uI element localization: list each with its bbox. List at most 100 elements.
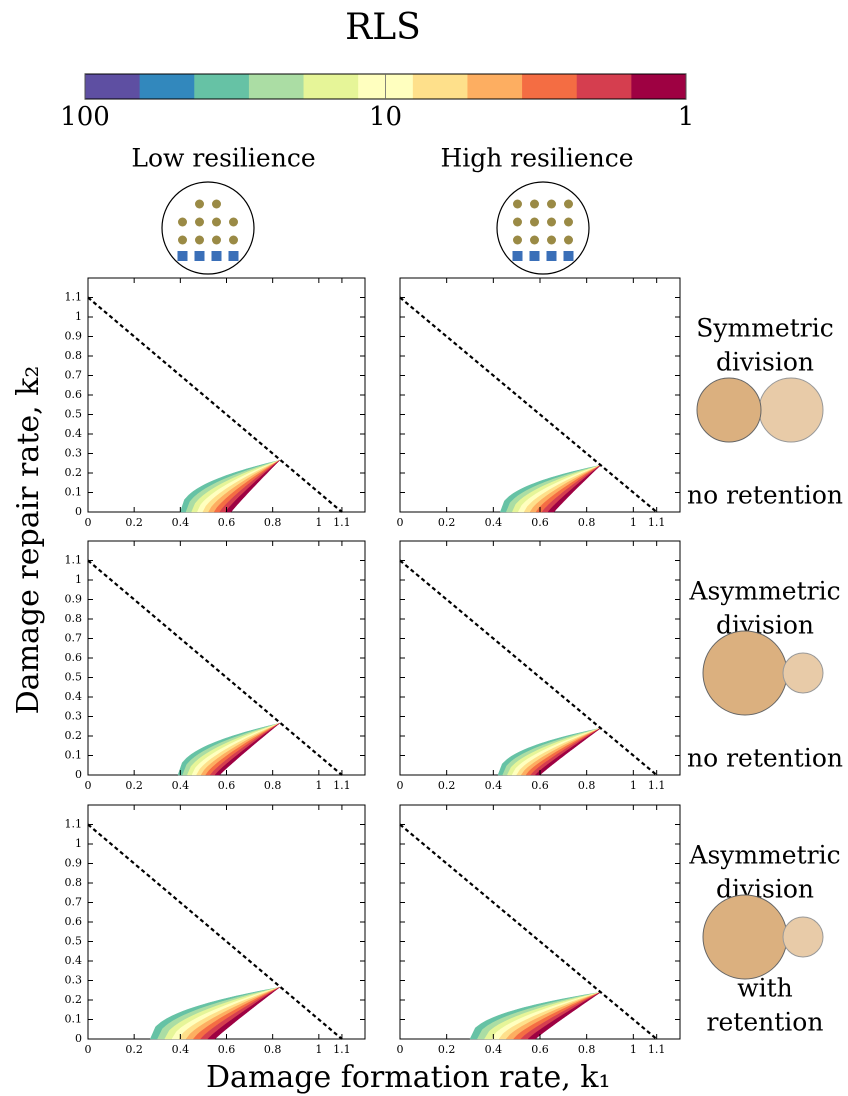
y-tick-label: 0.2 [65, 466, 83, 479]
boundary-line [87, 823, 343, 1040]
x-axis-label: Damage formation rate, k₁ [206, 1060, 611, 1095]
y-tick-label: 0.8 [65, 876, 83, 889]
y-tick-label: 1.1 [65, 554, 83, 567]
panel-frame [87, 540, 366, 776]
x-tick-label: 0.4 [172, 516, 190, 529]
panel: 0 0.2 0.4 0.6 0.8 1 1.1 0 0.1 0.2 0.3 0.4 0.5 0.6 0.7 0… [65, 804, 366, 1056]
x-tick-label: 1.1 [648, 516, 666, 529]
x-tick-label: 0.6 [531, 779, 549, 792]
x-tick-label: 0.2 [438, 516, 456, 529]
row-label-bottom: no retention [687, 744, 843, 773]
panel: 0 0.2 0.4 0.6 0.8 1 1.1 [397, 277, 681, 529]
row-label-top: Asymmetric [688, 577, 840, 606]
icon-dot [195, 235, 204, 245]
icon-dot [513, 217, 522, 227]
y-tick-label: 0.9 [65, 593, 83, 606]
icon-square [194, 251, 205, 261]
x-tick-label: 1 [630, 516, 637, 529]
y-tick-label: 0.5 [65, 408, 83, 421]
y-tick-label: 0.6 [65, 915, 83, 928]
x-tick-label: 0.4 [485, 516, 503, 529]
y-tick-label: 1.1 [65, 291, 83, 304]
x-tick-label: 1.1 [333, 1043, 351, 1056]
contour-band [207, 987, 280, 1040]
icon-dot [530, 217, 539, 227]
icon-dot [564, 199, 573, 209]
x-tick-label: 1 [315, 1043, 322, 1056]
y-tick-label: 0.4 [65, 690, 83, 703]
contour-band [527, 991, 601, 1040]
row-label-bottom: retention [707, 1008, 824, 1037]
contour-band [214, 723, 280, 776]
icon-square [177, 251, 188, 261]
y-axis-label: Damage repair rate, k₂ [11, 366, 46, 715]
x-tick-label: 1 [630, 1043, 637, 1056]
y-tick-label: 0.1 [65, 486, 83, 499]
panel: 0 0.2 0.4 0.6 0.8 1 1.1 [397, 540, 681, 792]
y-tick-label: 0.8 [65, 612, 83, 625]
icon-square [228, 251, 239, 261]
y-tick-label: 0.6 [65, 651, 83, 664]
panel-frame [399, 277, 681, 513]
daughter-cell [782, 652, 824, 694]
mother-cell [702, 894, 788, 980]
x-tick-label: 0.2 [438, 779, 456, 792]
colorbar-segment [631, 74, 687, 99]
panel-frame [399, 804, 681, 1040]
y-tick-label: 0.5 [65, 935, 83, 948]
y-tick-label: 0.2 [65, 993, 83, 1006]
y-tick-label: 0.9 [65, 330, 83, 343]
mother-cell [702, 630, 788, 716]
colorbar-segment [522, 74, 578, 99]
icon-square [529, 251, 540, 261]
contour-band [225, 460, 280, 513]
y-tick-label: 0.3 [65, 447, 83, 460]
colorbar-segment [248, 74, 305, 99]
icon-square [211, 251, 222, 261]
x-tick-label: 0.8 [264, 779, 282, 792]
colorbar-segment [194, 74, 250, 99]
colorbar-segment [139, 74, 195, 99]
x-tick-label: 0.6 [531, 516, 549, 529]
icon-dot [178, 217, 187, 227]
colorbar-segment [85, 74, 141, 99]
x-tick-label: 1 [315, 779, 322, 792]
x-tick-label: 0.8 [578, 779, 596, 792]
x-tick-label: 0.8 [578, 516, 596, 529]
icon-dot [195, 199, 204, 209]
icon-dot [212, 199, 221, 209]
colorbar-segment [303, 74, 359, 99]
y-tick-label: 0 [75, 1032, 82, 1045]
cell-icon [702, 894, 824, 980]
colorbar-tick-label: 10 [369, 102, 402, 132]
y-tick-label: 0.2 [65, 729, 83, 742]
icon-dot [547, 217, 556, 227]
row-label-top: Asymmetric [688, 841, 840, 870]
title: RLS [345, 7, 421, 48]
boundary-line [87, 559, 343, 776]
icon-square [512, 251, 523, 261]
boundary-line [87, 296, 343, 513]
icon-dot [530, 235, 539, 245]
y-tick-label: 0.5 [65, 671, 83, 684]
x-tick-label: 0.8 [264, 516, 282, 529]
x-tick-label: 1 [315, 516, 322, 529]
x-tick-label: 0.2 [125, 779, 143, 792]
icon-circle [161, 181, 255, 275]
row-label-top: division [716, 348, 814, 377]
icon-dot [229, 235, 238, 245]
icon-dot [229, 217, 238, 227]
x-tick-label: 0.2 [438, 1043, 456, 1056]
x-tick-label: 0.4 [485, 1043, 503, 1056]
y-tick-label: 0.7 [65, 896, 83, 909]
row-label-bottom: no retention [687, 481, 843, 510]
colorbar-segment [576, 74, 632, 99]
y-tick-label: 1 [75, 310, 82, 323]
mother-cell [696, 377, 762, 443]
x-tick-label: 0.4 [485, 779, 503, 792]
x-tick-label: 1.1 [648, 1043, 666, 1056]
y-tick-label: 0.7 [65, 632, 83, 645]
panel-frame [87, 277, 366, 513]
colorbar-segment [467, 74, 523, 99]
y-tick-label: 0 [75, 505, 82, 518]
